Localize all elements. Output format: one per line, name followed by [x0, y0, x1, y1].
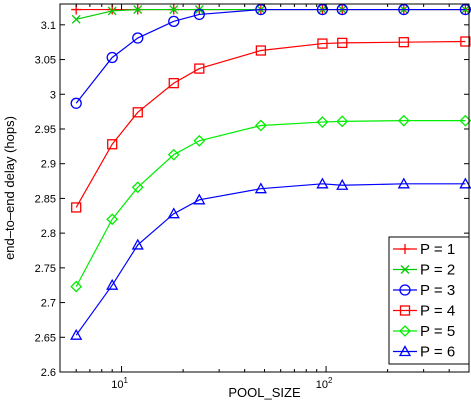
square-marker — [398, 37, 409, 48]
legend-label: P = 3 — [420, 282, 455, 299]
legend-item: P = 1 — [393, 241, 455, 258]
legend-item: P = 5 — [393, 323, 455, 340]
x-marker — [169, 5, 179, 15]
triangle-marker — [70, 328, 83, 340]
series-p=2 — [71, 5, 470, 24]
y-tick-label: 2.65 — [35, 332, 56, 344]
circle-marker — [399, 284, 411, 296]
x-tick-label: 102 — [316, 376, 333, 391]
legend-box — [388, 236, 470, 365]
series-p=4 — [71, 36, 471, 213]
series-line — [75, 40, 466, 208]
triangle-marker — [459, 177, 471, 189]
circle-marker — [398, 3, 410, 16]
series-line — [76, 8, 466, 20]
square-marker — [194, 63, 205, 74]
triangle-marker — [106, 278, 119, 290]
triangle-marker — [193, 193, 206, 205]
y-tick-label: 2.95 — [35, 124, 56, 136]
triangle-marker — [398, 345, 412, 357]
diamond-marker — [106, 213, 119, 226]
triangle-marker — [254, 182, 267, 194]
series-p=3 — [70, 3, 471, 109]
legend-label: P = 5 — [420, 323, 455, 340]
series-line — [75, 8, 466, 104]
legend-label: P = 1 — [420, 241, 455, 258]
triangle-marker — [316, 177, 329, 189]
circle-marker — [132, 32, 144, 44]
legend-item: P = 3 — [393, 282, 455, 299]
y-tick-label: 2.75 — [35, 263, 56, 275]
y-tick-label: 2.9 — [41, 159, 56, 171]
y-tick-label: 3 — [50, 89, 56, 101]
legend: P = 1 P = 2 P = 3 P = 4 P = 5 P = 6 — [388, 236, 470, 365]
circle-marker — [193, 8, 205, 21]
series-line — [75, 183, 466, 336]
diamond-marker — [167, 148, 180, 161]
series-line — [75, 120, 466, 287]
legend-label: P = 4 — [420, 303, 455, 320]
plot-series — [70, 3, 471, 340]
x-axis-label: POOL_SIZE — [228, 385, 301, 400]
diamond-marker — [399, 325, 411, 337]
legend-item: P = 6 — [393, 344, 455, 361]
circle-marker — [106, 51, 118, 64]
diamond-marker — [336, 115, 349, 128]
y-tick-label: 2.8 — [41, 228, 56, 240]
legend-item: P = 4 — [393, 303, 455, 320]
diamond-marker — [193, 134, 206, 147]
x-marker — [107, 6, 117, 16]
diamond-marker — [397, 114, 410, 127]
series-p=5 — [70, 114, 471, 293]
triangle-marker — [131, 238, 144, 250]
square-marker — [71, 202, 82, 213]
diamond-marker — [254, 119, 267, 132]
triangle-marker — [167, 207, 180, 219]
plus-marker — [400, 244, 410, 254]
square-marker — [132, 107, 143, 118]
circle-marker — [255, 3, 267, 16]
square-marker — [399, 305, 411, 316]
square-marker — [337, 37, 348, 49]
triangle-marker — [336, 178, 349, 190]
axis-ticks: 2.6 2.65 2.7 2.75 2.8 2.85 2.9 2.95 3 3.05 3.1 101 1… — [35, 4, 470, 391]
legend-label: P = 6 — [420, 344, 455, 361]
square-marker — [107, 139, 118, 150]
square-marker — [255, 45, 267, 56]
circle-marker — [459, 3, 471, 16]
y-tick-label: 2.85 — [35, 193, 56, 205]
legend-item: P = 2 — [393, 262, 455, 279]
y-tick-label: 3.1 — [41, 20, 56, 32]
square-marker — [460, 36, 471, 47]
legend-label: P = 2 — [420, 262, 455, 279]
y-tick-label: 2.7 — [41, 298, 56, 310]
x-tick-label: 101 — [111, 376, 128, 391]
x-marker — [400, 265, 410, 274]
series-p=6 — [70, 177, 471, 340]
y-tick-label: 3.05 — [35, 55, 56, 67]
y-tick-label: 2.6 — [41, 367, 56, 379]
circle-marker — [168, 15, 180, 28]
circle-marker — [336, 3, 348, 16]
diamond-marker — [131, 181, 144, 194]
square-marker — [317, 38, 328, 49]
triangle-marker — [397, 177, 410, 189]
circle-marker — [316, 3, 329, 16]
x-marker — [71, 14, 81, 24]
diamond-marker — [70, 280, 83, 293]
circle-marker — [70, 97, 82, 109]
square-marker — [168, 78, 179, 89]
x-marker — [133, 5, 143, 15]
diamond-marker — [316, 116, 329, 128]
y-axis-label: end–to–end delay (hops) — [2, 116, 17, 260]
